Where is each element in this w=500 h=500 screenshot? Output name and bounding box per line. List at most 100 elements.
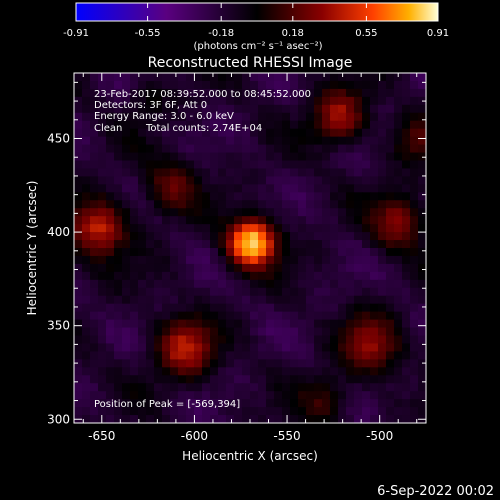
heatmap-cell (138, 407, 147, 416)
x-tick-label: -600 (181, 429, 208, 443)
heatmap-cell (186, 80, 195, 90)
heatmap-cell (338, 319, 347, 329)
heatmap-cell (162, 152, 171, 162)
heatmap-cell (306, 303, 315, 313)
heatmap-cell (218, 248, 227, 257)
heatmap-cell (330, 279, 339, 289)
heatmap-cell (186, 144, 195, 154)
heatmap-cell (186, 271, 195, 281)
heatmap-cell (370, 407, 379, 416)
heatmap-cell (106, 399, 115, 408)
heatmap-cell (378, 391, 387, 400)
heatmap-cell (330, 184, 339, 193)
heatmap-cell (154, 73, 163, 82)
heatmap-cell (242, 104, 251, 114)
heatmap-cell (306, 311, 315, 321)
heatmap-cell (250, 303, 259, 313)
heatmap-cell (178, 383, 187, 392)
heatmap-cell (98, 327, 107, 337)
heatmap-cell (258, 176, 267, 185)
heatmap-cell (314, 104, 323, 114)
heatmap-cell (186, 407, 195, 416)
heatmap-cell (282, 399, 291, 408)
heatmap-cell (234, 73, 243, 82)
heatmap-cell (146, 232, 155, 241)
heatmap-cell (402, 208, 411, 217)
heatmap-cell (330, 240, 339, 249)
y-tick-label: 450 (47, 132, 70, 146)
heatmap-cell (130, 287, 139, 297)
heatmap-cell (170, 184, 179, 193)
heatmap-cell (98, 192, 107, 201)
heatmap-cell (258, 359, 267, 368)
heatmap-cell (226, 96, 235, 106)
heatmap-cell (122, 192, 131, 201)
heatmap-cell (186, 200, 195, 209)
heatmap-cell (370, 311, 379, 321)
heatmap-cell (170, 240, 179, 249)
heatmap-cell (290, 391, 299, 400)
heatmap-cell (402, 327, 411, 337)
heatmap-cell (314, 271, 323, 281)
heatmap-cell (378, 104, 387, 114)
heatmap-cell (274, 407, 283, 416)
heatmap-cell (90, 200, 99, 209)
heatmap-cell (346, 367, 355, 376)
heatmap-cell (218, 80, 227, 90)
heatmap-cell (354, 319, 363, 329)
heatmap-cell (354, 128, 363, 138)
heatmap-cell (410, 407, 419, 416)
heatmap-cell (354, 311, 363, 321)
heatmap-cell (290, 240, 299, 249)
heatmap-cell (82, 287, 91, 297)
heatmap-cell (162, 279, 171, 289)
heatmap-cell (282, 216, 291, 225)
heatmap-cell (194, 255, 203, 265)
heatmap-cell (282, 192, 291, 201)
heatmap-cell (170, 287, 179, 297)
heatmap-cell (250, 88, 259, 98)
heatmap-cell (218, 279, 227, 289)
heatmap-cell (338, 255, 347, 265)
heatmap-cell (250, 287, 259, 297)
heatmap-cell (410, 248, 419, 257)
heatmap-cell (266, 367, 275, 376)
heatmap-cell (114, 351, 123, 360)
heatmap-cell (250, 263, 259, 273)
heatmap-cell (274, 88, 283, 98)
heatmap-cell (250, 184, 259, 193)
heatmap-cell (98, 96, 107, 106)
heatmap-cell (418, 343, 426, 352)
heatmap-cell (394, 88, 403, 98)
heatmap-cell (194, 367, 203, 376)
heatmap-cell (250, 168, 259, 177)
heatmap-cell (354, 184, 363, 193)
heatmap-cell (106, 160, 115, 170)
heatmap-cell (186, 208, 195, 217)
heatmap-cell (178, 343, 187, 352)
heatmap-cell (250, 200, 259, 209)
heatmap-cell (314, 319, 323, 329)
heatmap-cell (338, 375, 347, 384)
heatmap-cell (178, 120, 187, 130)
annotation-time-range: 23-Feb-2017 08:39:52.000 to 08:45:52.000 (94, 89, 311, 100)
heatmap-cell (402, 240, 411, 249)
heatmap-cell (194, 168, 203, 177)
heatmap-cell (250, 240, 259, 249)
heatmap-cell (322, 271, 331, 281)
heatmap-cell (170, 391, 179, 400)
heatmap-cell (322, 120, 331, 130)
heatmap-cell (194, 287, 203, 297)
heatmap-cell (170, 279, 179, 289)
y-tick-label: 300 (47, 412, 70, 426)
heatmap-cell (346, 184, 355, 193)
heatmap-cell (218, 200, 227, 209)
heatmap-cell (234, 240, 243, 249)
heatmap-cell (250, 359, 259, 368)
colorbar-tick-label: 0.18 (282, 28, 304, 39)
heatmap-cell (194, 232, 203, 241)
heatmap-cell (122, 96, 131, 106)
heatmap-cell (354, 415, 363, 423)
heatmap-cell (338, 287, 347, 297)
